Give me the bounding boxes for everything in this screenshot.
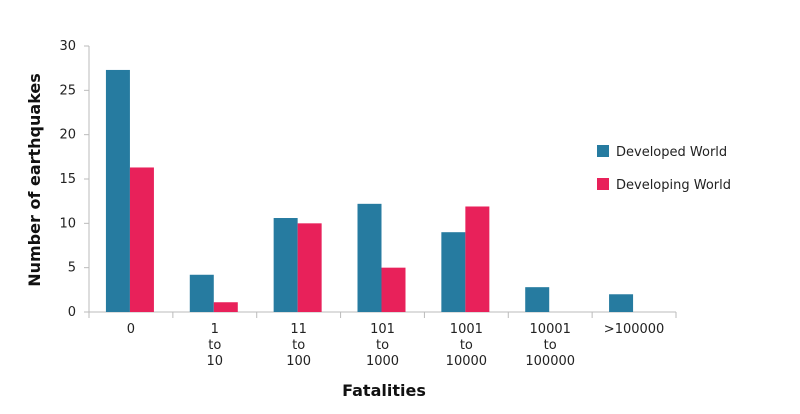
y-axis-title: Number of earthquakes [25, 73, 44, 287]
bar-developed-3 [357, 203, 382, 312]
y-axis: 0 5 10 15 20 25 30 [59, 39, 90, 320]
y-tick-label: 5 [68, 261, 76, 276]
x-tick-label: 0 [127, 322, 135, 337]
bar-developing-3 [381, 267, 406, 312]
bar-developed-6 [609, 294, 634, 312]
x-tick-label: 1001 to 10000 [446, 322, 487, 369]
y-tick-label: 0 [68, 305, 76, 320]
bar-developed-4 [441, 232, 466, 312]
bar-developing-0 [129, 167, 154, 312]
bars [105, 69, 634, 312]
bar-developing-4 [465, 206, 490, 312]
x-tick-label: 1 to 10 [207, 322, 224, 369]
y-tick-label: 30 [59, 39, 76, 54]
legend-swatch [597, 145, 609, 157]
x-tick-label: 10001 to 100000 [525, 322, 575, 369]
bar-developing-2 [297, 223, 322, 312]
legend-label: Developed World [616, 145, 727, 160]
y-tick-label: 25 [59, 83, 76, 98]
y-tick-label: 15 [59, 172, 76, 187]
x-tick-label: >100000 [604, 322, 665, 337]
bar-developed-2 [273, 218, 298, 312]
y-tick-label: 20 [59, 128, 76, 143]
legend-swatch [597, 178, 609, 190]
bar-developed-0 [105, 69, 130, 312]
bar-developing-1 [213, 302, 238, 312]
x-tick-label: 11 to 100 [286, 322, 311, 369]
bar-developed-1 [189, 274, 214, 312]
x-tick-label: 101 to 1000 [366, 322, 399, 369]
bar-developed-5 [525, 287, 550, 312]
legend-label: Developing World [616, 178, 731, 193]
x-axis-title: Fatalities [342, 381, 426, 400]
x-axis: 0 1 to 10 11 to 100 101 to 1000 1001 to 10000 10001 to… [88, 311, 677, 369]
y-tick-label: 10 [59, 216, 76, 231]
legend: Developed World Developing World [597, 145, 731, 193]
